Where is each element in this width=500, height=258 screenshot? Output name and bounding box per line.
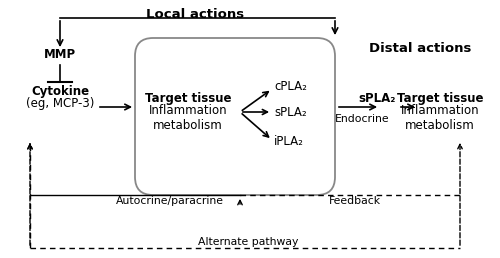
Text: Inflammation
metabolism: Inflammation metabolism: [148, 104, 228, 132]
Text: Alternate pathway: Alternate pathway: [198, 237, 298, 247]
Text: iPLA₂: iPLA₂: [274, 135, 304, 148]
Text: Feedback: Feedback: [329, 196, 381, 206]
Text: cPLA₂: cPLA₂: [274, 80, 307, 93]
Text: Cytokine: Cytokine: [31, 85, 89, 98]
Text: (eg, MCP-3): (eg, MCP-3): [26, 97, 94, 110]
Text: Distal actions: Distal actions: [369, 42, 471, 55]
Text: Target tissue: Target tissue: [397, 92, 483, 105]
Text: sPLA₂: sPLA₂: [274, 106, 306, 119]
Text: Autocrine/paracrine: Autocrine/paracrine: [116, 196, 224, 206]
FancyBboxPatch shape: [135, 38, 335, 195]
Text: Target tissue: Target tissue: [145, 92, 231, 105]
Text: MMP: MMP: [44, 48, 76, 61]
Text: Endocrine: Endocrine: [334, 114, 390, 124]
Text: Local actions: Local actions: [146, 8, 244, 21]
Text: sPLA₂: sPLA₂: [358, 92, 396, 105]
Text: Inflammation
metabolism: Inflammation metabolism: [400, 104, 479, 132]
